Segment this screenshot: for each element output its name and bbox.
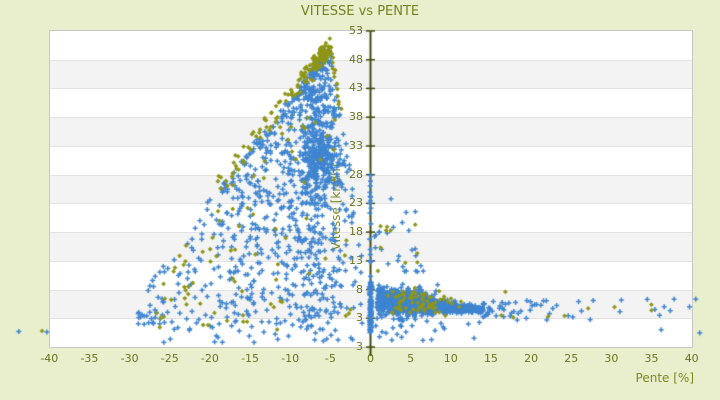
chart-page: { "title": "VITESSE vs PENTE", "colors":… [0, 0, 720, 400]
scatter-points-canvas [0, 0, 720, 400]
